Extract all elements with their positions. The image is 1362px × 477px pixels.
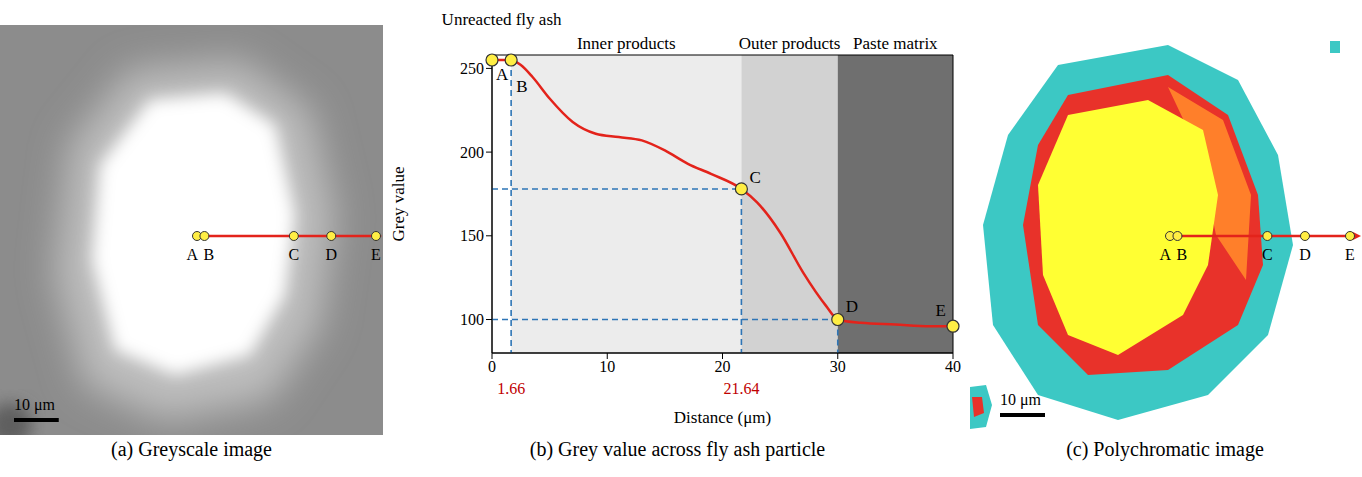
svg-text:B: B (203, 246, 214, 263)
html-text:(b) Grey value across fly ash: (b) Grey value across fly ash particle (529, 438, 826, 460)
svg-text:B: B (516, 77, 527, 96)
svg-text:200: 200 (460, 144, 484, 161)
svg-text:30: 30 (830, 358, 846, 375)
svg-text:1.66: 1.66 (497, 380, 525, 397)
svg-text:B: B (1176, 246, 1187, 263)
svg-text:C: C (749, 168, 760, 187)
svg-text:Grey value: Grey value (390, 166, 408, 241)
svg-text:20: 20 (715, 358, 731, 375)
svg-text:A: A (1159, 246, 1171, 263)
svg-text:10 μm: 10 μm (1000, 391, 1042, 409)
svg-text:250: 250 (460, 60, 484, 77)
svg-text:Inner products: Inner products (577, 34, 676, 53)
svg-text:10 μm: 10 μm (14, 396, 56, 414)
html-text:(c) Polychromatic image: (c) Polychromatic image (1066, 438, 1264, 460)
svg-text:21.64: 21.64 (723, 380, 759, 397)
svg-text:E: E (371, 246, 381, 263)
svg-text:Paste matrix: Paste matrix (853, 34, 938, 53)
svg-text:D: D (1299, 246, 1311, 263)
svg-text:Distance (μm): Distance (μm) (674, 408, 771, 427)
svg-text:150: 150 (460, 227, 484, 244)
svg-text:Unreacted fly ash: Unreacted fly ash (442, 10, 562, 29)
svg-text:C: C (289, 246, 300, 263)
svg-text:A: A (186, 246, 198, 263)
svg-text:E: E (1345, 246, 1355, 263)
svg-text:A: A (496, 65, 509, 84)
svg-text:E: E (936, 301, 946, 320)
svg-text:D: D (325, 246, 337, 263)
html-text:(a) Greyscale image: (a) Greyscale image (111, 438, 272, 460)
svg-text:100: 100 (460, 311, 484, 328)
svg-text:D: D (846, 297, 858, 316)
svg-text:0: 0 (488, 358, 496, 375)
svg-text:Outer products: Outer products (739, 34, 841, 53)
svg-text:10: 10 (599, 358, 615, 375)
svg-text:40: 40 (945, 358, 961, 375)
svg-text:C: C (1262, 246, 1273, 263)
